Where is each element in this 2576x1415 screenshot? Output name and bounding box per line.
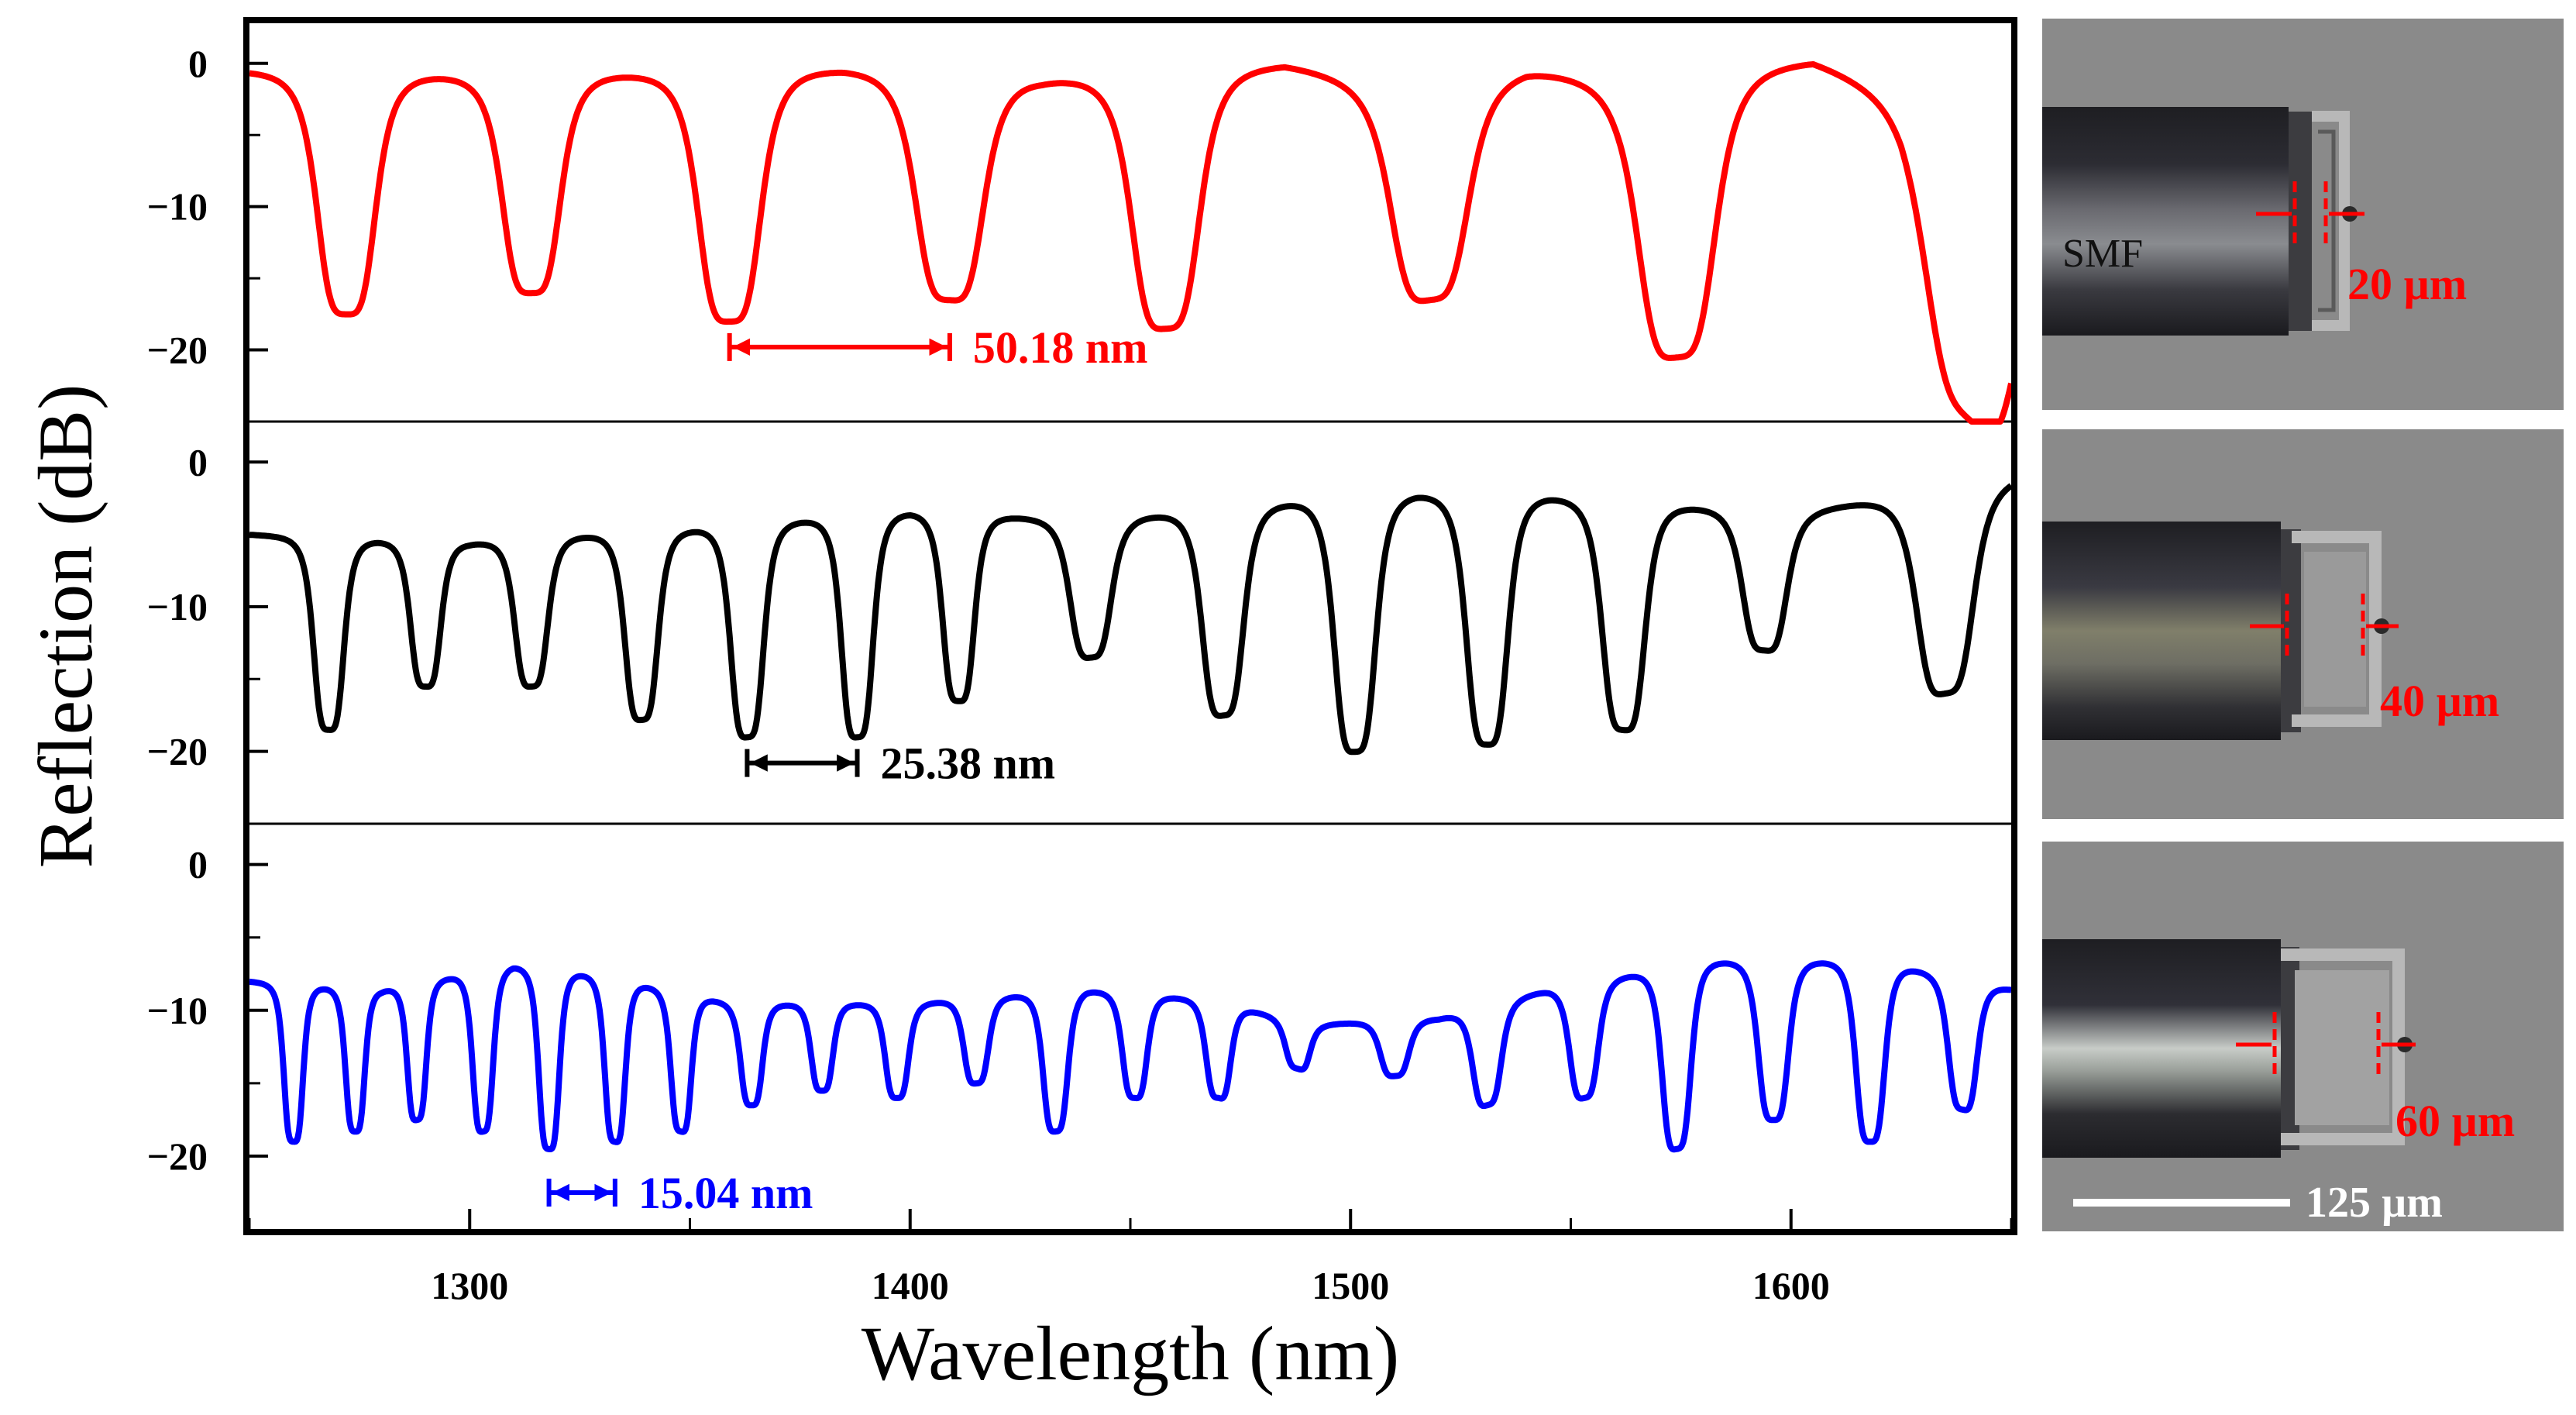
gap-label-60um: 60 µm [2395, 1096, 2515, 1146]
y-ticks-panel-3: 0 −10 −20 [147, 843, 268, 1178]
period-arrow-head-left [750, 754, 768, 772]
y-tick-label: −20 [147, 329, 208, 372]
period-arrow-head-left [552, 1183, 569, 1202]
y-tick-label: −10 [147, 989, 208, 1032]
scale-bar-label: 125 µm [2306, 1179, 2443, 1227]
period-arrow-head-right [594, 1183, 612, 1202]
cavity-gap-2 [2304, 552, 2366, 707]
cavity-inner-1 [2318, 129, 2336, 312]
fiber-end-1 [2289, 112, 2312, 331]
x-tick-label: 1600 [1752, 1264, 1830, 1307]
x-ticks: 1300 1400 1500 1600 [248, 1209, 2013, 1307]
gap-marker-1 [2256, 181, 2364, 246]
cavity-gap-3 [2295, 970, 2389, 1125]
fiber-body-1 [2042, 107, 2289, 336]
y-tick-label: −20 [147, 1134, 208, 1178]
fiber-body-3 [2042, 939, 2281, 1158]
gap-marker-3 [2236, 1012, 2416, 1079]
period-label-15nm: 15.04 nm [638, 1168, 813, 1218]
period-marker-3: 15.04 nm [546, 1168, 813, 1218]
y-tick-label: 0 [188, 42, 208, 85]
gap-label-40um: 40 µm [2380, 676, 2499, 726]
x-axis-title: Wavelength (nm) [862, 1310, 1399, 1396]
y-tick-label: −10 [147, 585, 208, 628]
x-tick-label: 1500 [1312, 1264, 1389, 1307]
red-reflection-curve [247, 60, 2014, 425]
period-arrow-head-left [732, 338, 751, 356]
micrograph-40um: 40 µm [2042, 429, 2564, 819]
black-reflection-curve [247, 483, 2014, 756]
blue-reflection-curve [247, 960, 2014, 1153]
gap-marker-2 [2250, 594, 2399, 660]
panel-60um: 0 −10 −20 15.04 nm [147, 843, 2014, 1218]
y-tick-label: 0 [188, 843, 208, 887]
y-tick-label: −10 [147, 185, 208, 229]
y-ticks-panel-1: 0 −10 −20 [147, 42, 268, 372]
period-marker-2: 25.38 nm [745, 738, 1056, 789]
panel-20um: 0 −10 −20 50.18 nm [147, 42, 2014, 425]
period-label-50nm: 50.18 nm [973, 322, 1148, 373]
fiber-label-smf: SMF [2062, 232, 2143, 276]
x-tick-label: 1300 [431, 1264, 508, 1307]
period-label-25nm: 25.38 nm [881, 738, 1056, 789]
y-tick-label: 0 [188, 440, 208, 484]
period-arrow-head-right [929, 338, 947, 356]
fiber-end-2 [2281, 529, 2301, 732]
y-tick-label: −20 [147, 730, 208, 773]
fiber-body-2 [2042, 522, 2281, 740]
y-axis-title: Reflection (dB) [22, 384, 108, 869]
x-tick-label: 1400 [872, 1264, 949, 1307]
gap-label-20um: 20 µm [2347, 259, 2467, 309]
period-arrow-head-right [837, 754, 855, 772]
micrograph-20um: SMF 20 µm [2042, 19, 2564, 410]
micrograph-60um: 60 µm 125 µm [2042, 842, 2564, 1231]
plot-frame [243, 17, 2017, 1235]
y-ticks-panel-2: 0 −10 −20 [147, 440, 268, 773]
period-marker-1: 50.18 nm [727, 322, 1148, 373]
panel-40um: 0 −10 −20 25.38 nm [147, 440, 2014, 789]
cavity-structure-1 [2312, 111, 2350, 331]
